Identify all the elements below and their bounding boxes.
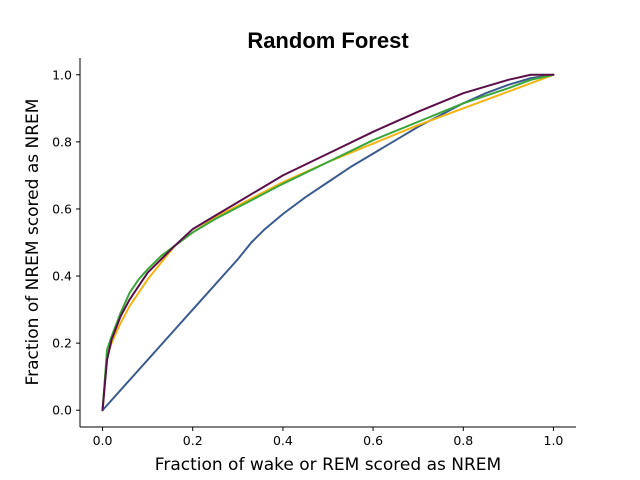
y-axis-label: Fraction of NREM scored as NREM bbox=[23, 99, 43, 386]
series-layer bbox=[101, 73, 555, 412]
series-line-1 bbox=[101, 73, 555, 412]
x-tick-label: 0.8 bbox=[453, 433, 473, 448]
y-tick-label: 0.6 bbox=[52, 201, 72, 216]
y-tick-label: 0.8 bbox=[52, 134, 72, 149]
x-axis-label: Fraction of wake or REM scored as NREM bbox=[155, 455, 501, 475]
x-tick-label: 0.6 bbox=[363, 433, 383, 448]
series-line-3 bbox=[101, 73, 555, 412]
x-tick-label: 0.2 bbox=[183, 433, 203, 448]
x-axis-ticks: 0.0 0.2 0.4 0.6 0.8 1.0 bbox=[93, 427, 564, 448]
series-line-4 bbox=[101, 73, 555, 412]
chart-title: Random Forest bbox=[247, 28, 409, 53]
series-line-2 bbox=[101, 73, 555, 412]
y-tick-label: 0.4 bbox=[52, 269, 72, 284]
y-tick-label: 0.0 bbox=[52, 403, 72, 418]
y-tick-label: 0.2 bbox=[52, 336, 72, 351]
y-tick-label: 1.0 bbox=[52, 67, 72, 82]
x-tick-label: 0.4 bbox=[273, 433, 293, 448]
y-axis-ticks: 0.0 0.2 0.4 0.6 0.8 1.0 bbox=[52, 67, 80, 418]
axis-spines bbox=[79, 58, 576, 428]
x-tick-label: 1.0 bbox=[544, 433, 564, 448]
x-tick-label: 0.0 bbox=[93, 433, 113, 448]
